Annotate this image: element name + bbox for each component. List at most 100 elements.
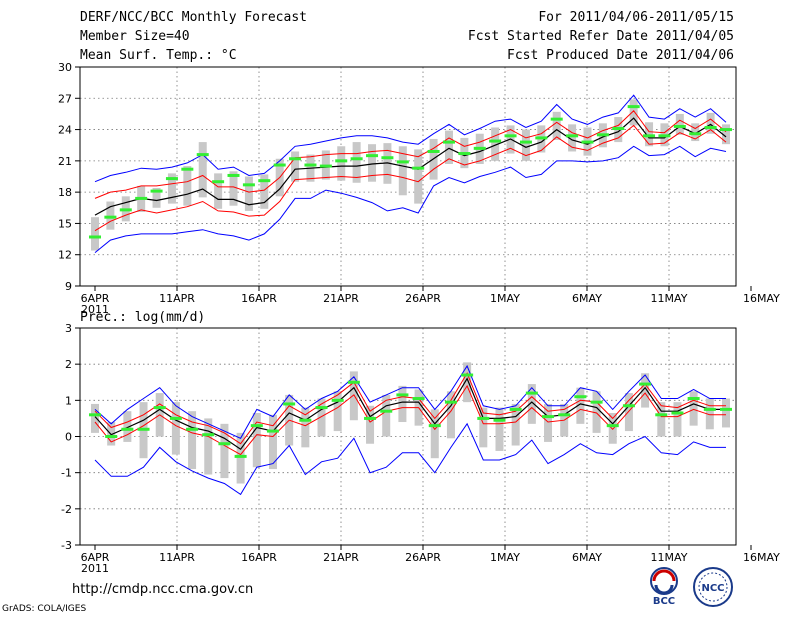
ensemble-box <box>592 391 601 433</box>
ensemble-box <box>366 405 375 444</box>
median-marker <box>304 163 317 167</box>
ensemble-max-line <box>94 364 726 439</box>
forecast-period: For 2011/04/06-2011/05/15 <box>538 10 734 25</box>
ensemble-box <box>398 385 407 423</box>
median-marker <box>558 413 571 417</box>
median-marker <box>283 402 296 406</box>
ensemble-box <box>260 174 269 209</box>
median-marker <box>612 127 625 131</box>
median-marker <box>525 391 538 395</box>
median-marker <box>671 411 684 415</box>
y-tick-label: 21 <box>58 155 72 168</box>
ensemble-box <box>657 402 666 437</box>
ensemble-box <box>244 176 253 211</box>
y-tick-label: 0 <box>65 431 72 444</box>
median-marker <box>137 427 150 431</box>
y-tick-label: 27 <box>58 92 72 105</box>
median-marker <box>196 153 209 157</box>
ensemble-box <box>608 412 617 444</box>
y-tick-label: 12 <box>58 249 72 262</box>
median-marker <box>258 179 271 183</box>
median-marker <box>596 133 609 137</box>
median-marker <box>186 427 199 431</box>
ensemble-box <box>167 173 176 204</box>
ensemble-box <box>183 166 192 206</box>
y-tick-label: 24 <box>58 124 72 137</box>
source-url: http://cmdp.ncc.cma.gov.cn <box>72 582 254 597</box>
ensemble-box <box>236 432 245 484</box>
ensemble-min-line <box>94 145 727 253</box>
member-size: Member Size=40 <box>80 29 190 44</box>
x-tick-label: 1MAY <box>490 292 520 305</box>
median-marker <box>331 398 344 402</box>
median-marker <box>350 157 363 161</box>
bcc-logo: BCC <box>650 567 678 606</box>
svg-text:NCC: NCC <box>701 583 724 594</box>
ensemble-box <box>527 384 536 424</box>
ensemble-box <box>229 171 238 206</box>
median-marker <box>581 140 594 144</box>
ensemble-box <box>91 403 99 433</box>
median-marker <box>169 416 182 420</box>
median-marker <box>689 132 702 136</box>
ensemble-box <box>629 99 638 126</box>
median-marker <box>89 235 101 239</box>
x-tick-label: 21APR <box>323 292 359 305</box>
ensemble-box <box>675 113 684 135</box>
chart-title: DERF/NCC/BCC Monthly Forecast <box>80 10 307 25</box>
ensemble-box <box>689 391 698 426</box>
median-marker <box>315 406 328 410</box>
x-tick-label: 16MAY <box>743 551 780 564</box>
temperature-panel: 9 12 15 18 21 24 27 30 6APR 11APR 16APR 21APR 26APR 1… <box>58 61 780 316</box>
median-marker <box>242 183 255 187</box>
ensemble-box <box>337 146 346 181</box>
ensemble-box <box>645 122 654 147</box>
ensemble-box <box>641 373 650 408</box>
precip-var-label: Prec.: log(mm/d) <box>80 310 206 325</box>
ensemble-box <box>511 403 520 446</box>
ensemble-box <box>552 111 561 140</box>
median-marker <box>380 409 393 413</box>
ncc-logo: NCC <box>693 567 733 607</box>
y-tick-label: 30 <box>58 61 72 74</box>
ensemble-box <box>368 144 377 182</box>
x-tick-label: 26APR <box>405 551 441 564</box>
x-tick-label: 6APR <box>81 292 110 305</box>
median-marker <box>627 105 640 109</box>
median-marker <box>412 166 425 170</box>
precipitation-panel: -3 -2 -1 0 1 2 3 6APR 11APR 16APR 21APR 26APR 1MAY 6M… <box>61 322 780 575</box>
x-year-label: 2011 <box>81 562 109 575</box>
median-marker <box>396 393 409 397</box>
median-marker <box>720 128 732 132</box>
ensemble-box <box>91 217 99 251</box>
ensemble-box <box>252 412 261 468</box>
x-tick-label: 16APR <box>241 292 277 305</box>
median-marker <box>606 424 619 428</box>
median-marker <box>493 418 506 422</box>
ensemble-box <box>624 393 633 432</box>
median-marker <box>335 159 348 163</box>
median-marker <box>442 140 455 144</box>
median-marker <box>444 400 457 404</box>
median-marker <box>89 413 101 417</box>
median-marker <box>489 139 502 143</box>
svg-text:BCC: BCC <box>653 596 675 606</box>
median-marker <box>590 400 603 404</box>
y-tick-label: 3 <box>65 322 72 335</box>
median-marker <box>535 136 548 140</box>
median-marker <box>622 404 635 408</box>
x-tick-label: 16APR <box>241 551 277 564</box>
y-tick-label: 18 <box>58 186 72 199</box>
median-marker <box>105 435 118 438</box>
median-marker <box>550 117 563 121</box>
y-tick-label: -3 <box>61 539 72 552</box>
ensemble-box <box>123 411 132 442</box>
median-marker <box>427 149 440 153</box>
ensemble-box <box>317 398 326 437</box>
median-marker <box>153 406 166 410</box>
median-marker <box>347 380 360 384</box>
median-marker <box>227 173 240 177</box>
ensemble-box <box>220 423 229 479</box>
median-marker <box>477 416 490 420</box>
ensemble-box <box>576 387 585 424</box>
